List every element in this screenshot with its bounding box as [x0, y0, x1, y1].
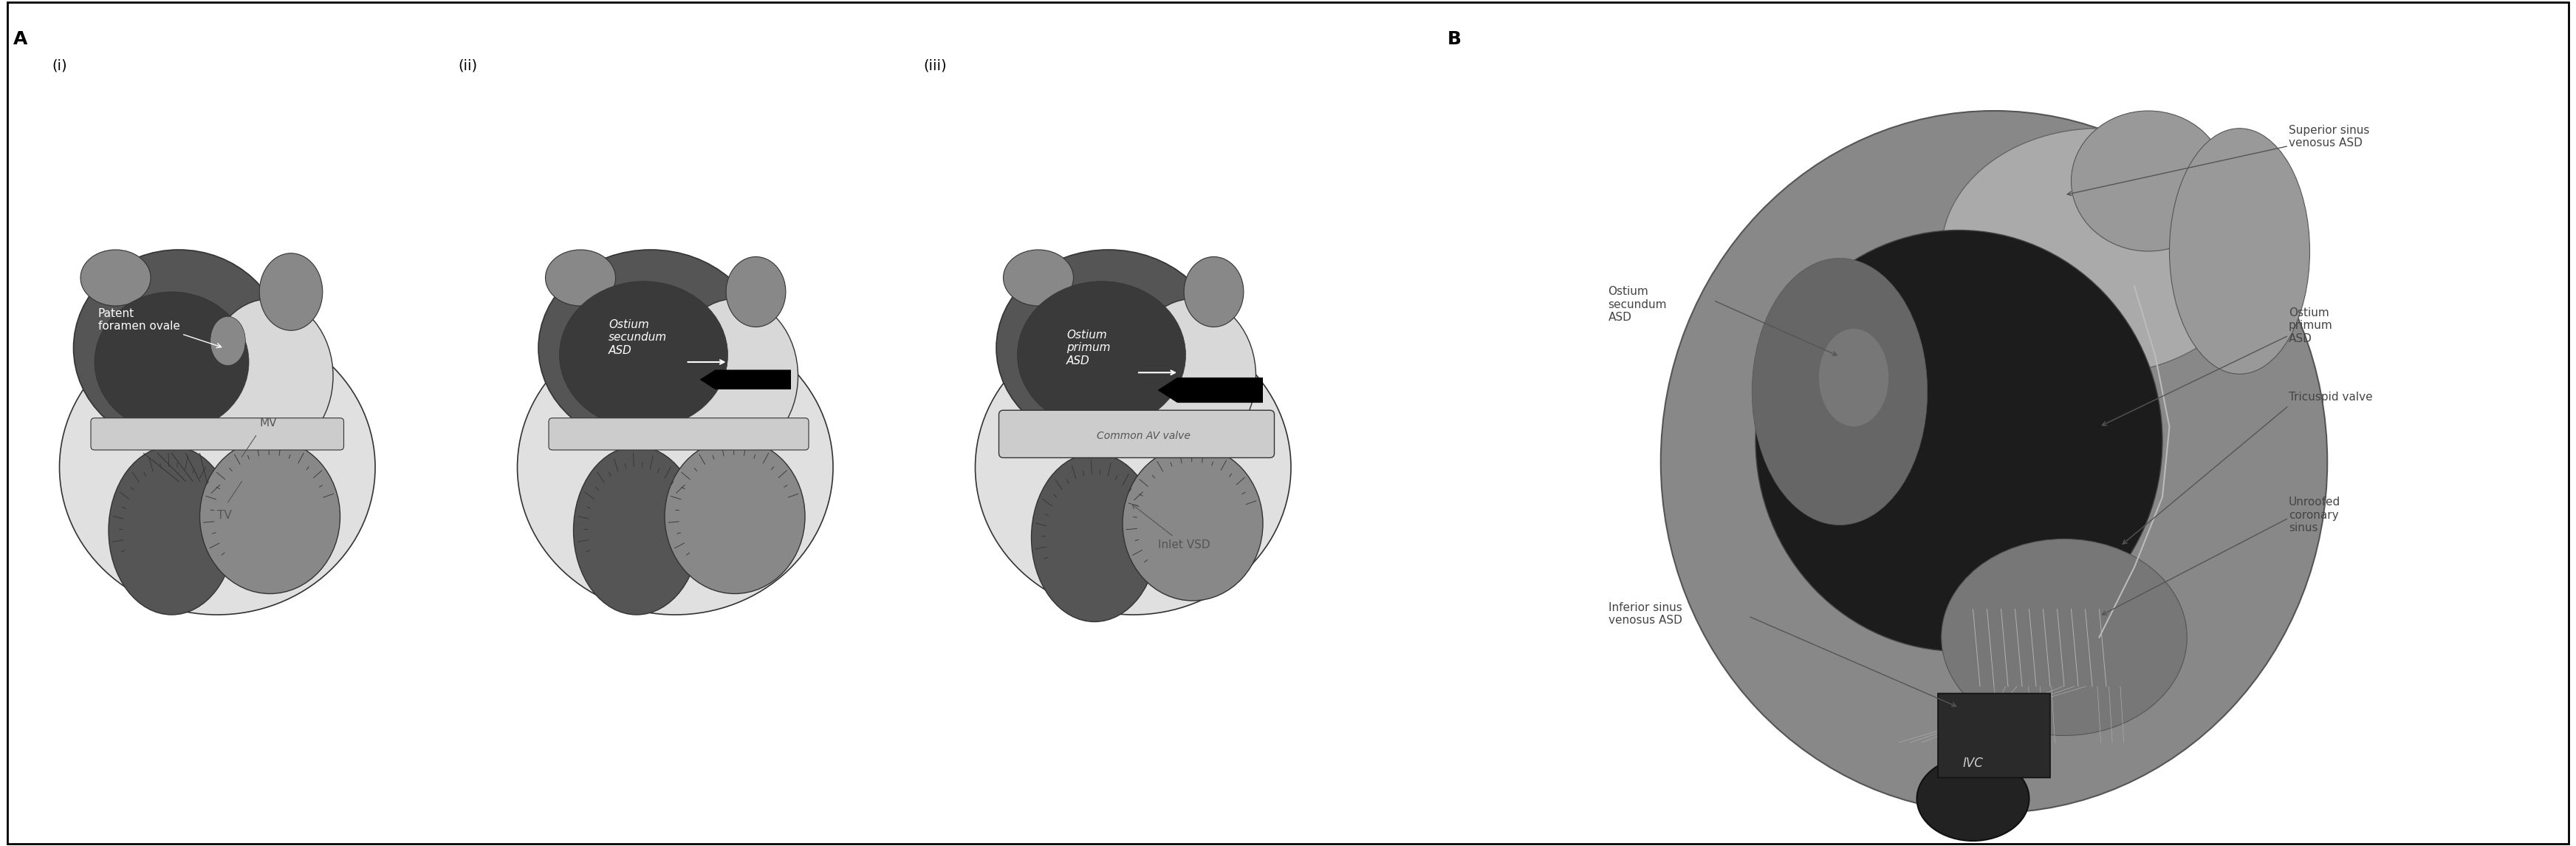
Text: B: B [1448, 30, 1461, 48]
Ellipse shape [726, 256, 786, 327]
Ellipse shape [665, 439, 804, 594]
Ellipse shape [518, 320, 832, 615]
Ellipse shape [1917, 756, 2030, 841]
Ellipse shape [59, 320, 376, 615]
Ellipse shape [559, 282, 729, 429]
FancyBboxPatch shape [90, 418, 343, 450]
Ellipse shape [1185, 256, 1244, 327]
Ellipse shape [1123, 447, 1262, 601]
FancyBboxPatch shape [1937, 694, 2050, 777]
Text: Inferior sinus
venosus ASD: Inferior sinus venosus ASD [1607, 602, 1682, 626]
Ellipse shape [206, 299, 332, 453]
Ellipse shape [211, 316, 245, 365]
Text: Common AV valve: Common AV valve [1097, 431, 1190, 441]
FancyBboxPatch shape [549, 418, 809, 450]
FancyArrow shape [1157, 377, 1262, 403]
Text: Patent
foramen ovale: Patent foramen ovale [98, 308, 222, 348]
Ellipse shape [1002, 250, 1074, 306]
Text: Superior sinus
venosus ASD: Superior sinus venosus ASD [2287, 125, 2370, 149]
Ellipse shape [1030, 453, 1157, 622]
Ellipse shape [260, 253, 322, 331]
Ellipse shape [95, 292, 250, 432]
Text: Ostium
primum
ASD: Ostium primum ASD [1066, 330, 1110, 366]
Ellipse shape [1752, 258, 1927, 525]
Text: Inlet VSD: Inlet VSD [1131, 504, 1211, 550]
Ellipse shape [672, 299, 799, 453]
Ellipse shape [574, 447, 701, 615]
Ellipse shape [1131, 299, 1257, 453]
Ellipse shape [1942, 539, 2187, 735]
Ellipse shape [201, 439, 340, 594]
Ellipse shape [1018, 282, 1185, 429]
Text: (ii): (ii) [459, 59, 477, 73]
Ellipse shape [976, 320, 1291, 615]
Ellipse shape [108, 447, 234, 615]
Ellipse shape [1754, 230, 2161, 651]
Text: MV: MV [260, 418, 276, 429]
Text: IVC: IVC [1963, 757, 1984, 770]
Ellipse shape [80, 250, 149, 306]
Ellipse shape [1662, 111, 2326, 813]
Text: Ostium
primum
ASD: Ostium primum ASD [2287, 307, 2334, 344]
Text: (iii): (iii) [922, 59, 945, 73]
Text: Unroofed
coronary
sinus: Unroofed coronary sinus [2287, 497, 2342, 534]
FancyArrow shape [701, 370, 791, 389]
Ellipse shape [1819, 328, 1888, 426]
Ellipse shape [2169, 129, 2311, 374]
Ellipse shape [538, 250, 762, 447]
Text: TV: TV [216, 509, 232, 520]
Ellipse shape [75, 250, 283, 447]
Text: A: A [13, 30, 28, 48]
Ellipse shape [1942, 129, 2257, 374]
Text: Ostium
secundum
ASD: Ostium secundum ASD [608, 319, 667, 356]
Ellipse shape [546, 250, 616, 306]
Ellipse shape [997, 250, 1221, 447]
Ellipse shape [2071, 111, 2226, 251]
Text: Tricuspid valve: Tricuspid valve [2287, 392, 2372, 403]
Text: (i): (i) [52, 59, 67, 73]
FancyBboxPatch shape [999, 410, 1275, 458]
Text: Ostium
secundum
ASD: Ostium secundum ASD [1607, 286, 1667, 323]
